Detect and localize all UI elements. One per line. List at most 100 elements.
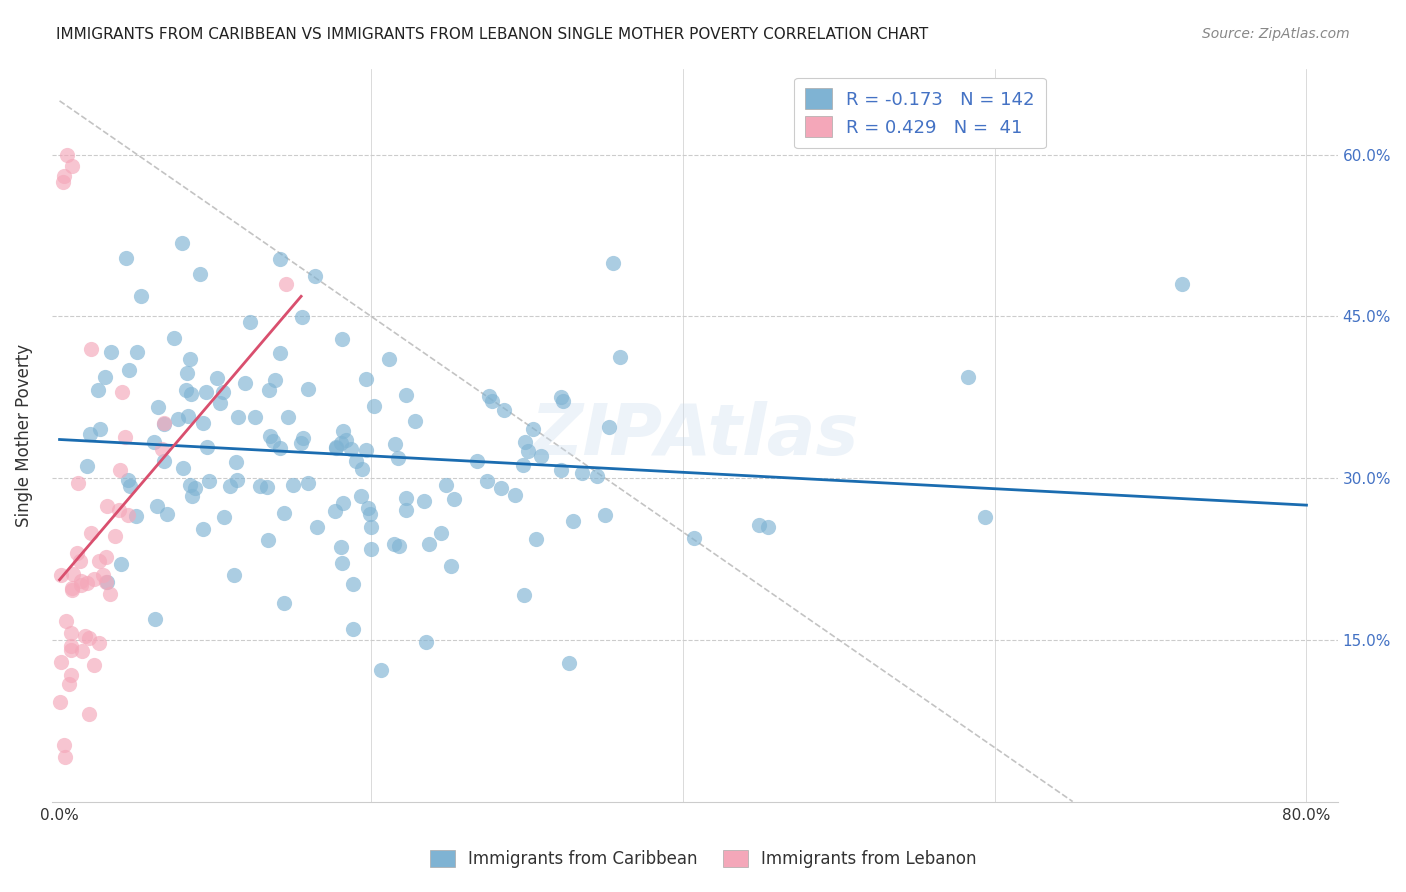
Point <box>100 344 122 359</box>
Point <box>69 554 91 568</box>
Point <box>98 587 121 601</box>
Point <box>512 458 534 473</box>
Point <box>370 664 392 678</box>
Point <box>974 510 997 524</box>
Point <box>593 508 616 522</box>
Point <box>60 159 83 173</box>
Point <box>222 567 245 582</box>
Point <box>195 440 218 454</box>
Point <box>56 147 79 161</box>
Point <box>156 508 179 522</box>
Point <box>304 269 326 284</box>
Point <box>436 478 458 492</box>
Point <box>530 449 553 463</box>
Point <box>363 399 385 413</box>
Point <box>494 403 516 417</box>
Point <box>177 409 200 423</box>
Point <box>329 541 352 555</box>
Point <box>79 526 101 541</box>
Point <box>59 642 82 657</box>
Point <box>342 576 364 591</box>
Point <box>89 422 111 436</box>
Point <box>94 575 117 590</box>
Point <box>198 475 221 489</box>
Point <box>80 342 103 356</box>
Point <box>274 277 297 292</box>
Point <box>291 310 314 324</box>
Point <box>49 694 72 708</box>
Point <box>249 479 271 493</box>
Point <box>125 345 148 359</box>
Point <box>146 400 169 414</box>
Point <box>291 431 314 445</box>
Point <box>440 559 463 574</box>
Point <box>226 473 249 487</box>
Point <box>179 478 201 492</box>
Point <box>114 429 136 443</box>
Point <box>387 450 409 465</box>
Point <box>571 466 593 480</box>
Point <box>489 481 512 495</box>
Point <box>181 489 204 503</box>
Point <box>66 546 89 560</box>
Point <box>60 581 83 595</box>
Point <box>208 396 231 410</box>
Point <box>76 576 98 591</box>
Point <box>62 566 84 581</box>
Point <box>211 385 233 400</box>
Point <box>418 537 440 551</box>
Point <box>193 522 215 536</box>
Point <box>297 475 319 490</box>
Point <box>756 519 779 533</box>
Point <box>152 453 174 467</box>
Point <box>360 519 382 533</box>
Point <box>516 444 538 458</box>
Point <box>335 434 357 448</box>
Point <box>586 468 609 483</box>
Point <box>58 677 80 691</box>
Point <box>395 491 418 506</box>
Point <box>269 442 291 456</box>
Point <box>110 558 132 572</box>
Point <box>176 366 198 380</box>
Point <box>70 578 93 592</box>
Point <box>108 503 131 517</box>
Point <box>344 454 367 468</box>
Point <box>129 289 152 303</box>
Point <box>609 351 631 365</box>
Point <box>357 500 380 515</box>
Point <box>413 493 436 508</box>
Point <box>142 435 165 450</box>
Point <box>957 369 980 384</box>
Point <box>73 629 96 643</box>
Point <box>443 491 465 506</box>
Point <box>264 373 287 387</box>
Point <box>83 572 105 586</box>
Point <box>108 463 131 477</box>
Text: IMMIGRANTS FROM CARIBBEAN VS IMMIGRANTS FROM LEBANON SINGLE MOTHER POVERTY CORRE: IMMIGRANTS FROM CARIBBEAN VS IMMIGRANTS … <box>56 27 928 42</box>
Point <box>163 331 186 345</box>
Point <box>332 495 354 509</box>
Point <box>183 481 205 495</box>
Point <box>526 533 548 547</box>
Point <box>551 393 574 408</box>
Point <box>259 429 281 443</box>
Point <box>53 169 76 184</box>
Point <box>205 371 228 385</box>
Point <box>193 417 215 431</box>
Point <box>87 554 110 568</box>
Point <box>239 315 262 329</box>
Point <box>332 424 354 438</box>
Point <box>94 549 117 564</box>
Point <box>430 525 453 540</box>
Point <box>360 542 382 557</box>
Point <box>513 435 536 450</box>
Point <box>225 455 247 469</box>
Point <box>117 508 139 523</box>
Point <box>352 462 374 476</box>
Point <box>172 461 194 475</box>
Point <box>52 739 75 753</box>
Point <box>52 175 75 189</box>
Point <box>76 459 98 474</box>
Point <box>330 332 353 346</box>
